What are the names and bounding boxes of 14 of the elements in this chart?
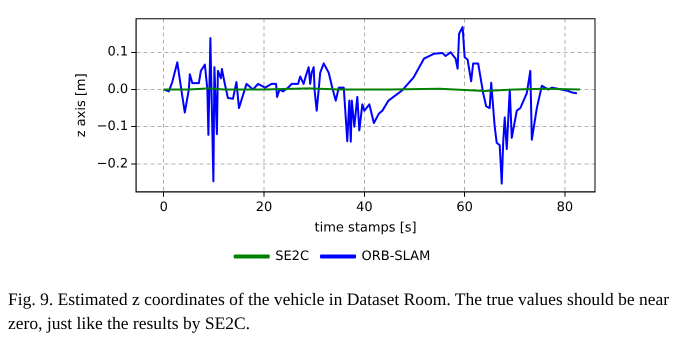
legend-label: ORB-SLAM [362, 248, 430, 264]
y-tick-label: −0.1 [96, 119, 128, 134]
x-tick-label: 40 [356, 200, 373, 215]
x-tick-label: 80 [556, 200, 574, 215]
y-axis-title: z axis [m] [74, 73, 90, 138]
y-tick-label: 0.1 [107, 44, 128, 60]
y-tick-label: 0.0 [107, 82, 128, 97]
y-tick-label: −0.2 [96, 156, 128, 172]
x-tick-label: 0 [160, 200, 168, 215]
caption: Fig. 9. Estimated z coordinates of the vehicle in Dataset Room. The true values should be near zero, just like the results by SE2C. [8, 288, 670, 335]
x-axis-title: time stamps [s] [314, 220, 417, 236]
x-tick-label: 20 [256, 200, 272, 215]
legend-label: SE2C [275, 248, 310, 264]
x-tick-label: 60 [456, 200, 473, 215]
